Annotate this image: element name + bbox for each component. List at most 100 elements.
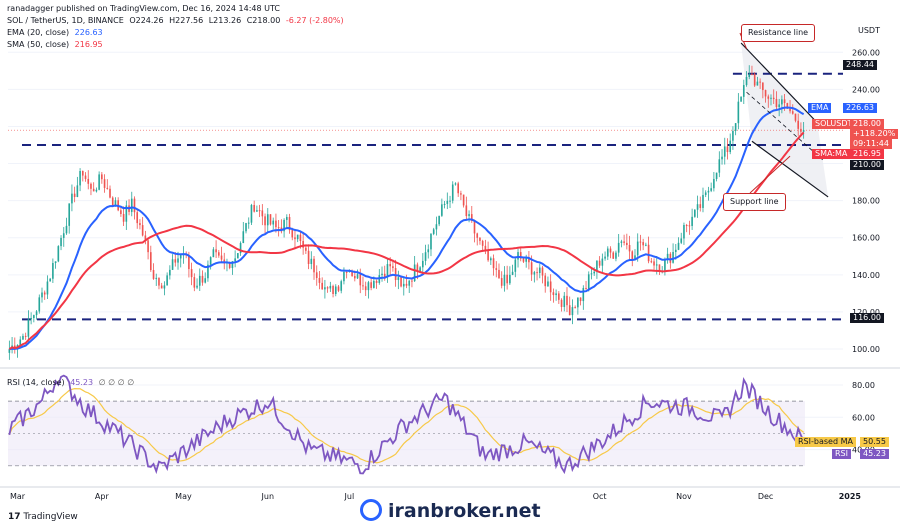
candle-body bbox=[794, 113, 797, 121]
candle-body bbox=[538, 267, 541, 273]
candle-body bbox=[710, 188, 712, 191]
candle-body bbox=[245, 223, 247, 232]
candle-body bbox=[451, 184, 454, 201]
candle-body bbox=[27, 319, 30, 337]
candle-body bbox=[381, 273, 383, 276]
price-tag-timer: 09:11:44 bbox=[850, 139, 892, 149]
candle-body bbox=[394, 268, 397, 281]
price-tick-label: 120.00 bbox=[852, 308, 880, 317]
time-tick-label: Oct bbox=[593, 492, 607, 501]
sma-50-line bbox=[8, 131, 805, 350]
rsi-legend[interactable]: RSI (14, close) 45.23 ∅ ∅ ∅ ∅ bbox=[7, 378, 134, 388]
candle-body bbox=[217, 252, 220, 256]
rsi-legend-label: RSI (14, close) bbox=[7, 378, 65, 387]
candle-body bbox=[389, 264, 391, 267]
candle-body bbox=[231, 261, 234, 268]
candle-body bbox=[57, 246, 60, 262]
candle-body bbox=[718, 159, 721, 173]
sma-legend[interactable]: SMA (50, close) 216.95 bbox=[7, 40, 103, 50]
candle-body bbox=[762, 82, 764, 91]
candle-body bbox=[294, 237, 296, 240]
candle-body bbox=[160, 285, 163, 289]
candle-body bbox=[713, 178, 715, 189]
candle-body bbox=[354, 276, 356, 279]
candle-body bbox=[166, 275, 168, 286]
candle-body bbox=[742, 85, 745, 97]
candle-body bbox=[359, 274, 362, 286]
candle-body bbox=[685, 225, 688, 227]
ema-legend-value: 226.63 bbox=[74, 28, 103, 37]
candle-body bbox=[691, 216, 693, 226]
candle-body bbox=[500, 278, 503, 286]
ema-legend[interactable]: EMA (20, close) 226.63 bbox=[7, 28, 103, 38]
candle-body bbox=[753, 74, 756, 86]
ema-legend-label: EMA (20, close) bbox=[7, 28, 70, 37]
candle-body bbox=[422, 260, 424, 268]
candle-body bbox=[568, 305, 571, 316]
candle-body bbox=[536, 272, 538, 274]
time-axis: Mar Apr May Jun Jul Oct Nov Dec 2025 bbox=[10, 492, 861, 501]
candle-body bbox=[715, 172, 718, 179]
symbol-legend: SOL / TetherUS, 1D, BINANCE O224.26 H227… bbox=[7, 16, 344, 26]
time-tick-label: Mar bbox=[10, 492, 26, 501]
candle-body bbox=[130, 198, 133, 212]
candle-body bbox=[694, 209, 696, 217]
candle-body bbox=[275, 220, 277, 228]
candle-body bbox=[109, 188, 111, 198]
candle-body bbox=[370, 282, 372, 288]
currency-label[interactable]: USDT bbox=[858, 26, 880, 35]
candle-body bbox=[778, 104, 780, 107]
candle-body bbox=[383, 273, 386, 278]
candle-body bbox=[596, 260, 598, 272]
candle-body bbox=[33, 315, 35, 319]
ohlc-close: C218.00 bbox=[246, 16, 281, 25]
candle-body bbox=[454, 183, 457, 185]
candle-body bbox=[664, 258, 666, 272]
candle-body bbox=[22, 335, 24, 340]
candle-body bbox=[288, 217, 291, 231]
watermark: iranbroker.net bbox=[360, 499, 541, 522]
price-tick-label: 160.00 bbox=[852, 234, 880, 243]
candle-body bbox=[30, 318, 32, 320]
candle-body bbox=[120, 210, 122, 214]
time-tick-label: May bbox=[175, 492, 192, 501]
candle-body bbox=[337, 286, 340, 291]
candle-body bbox=[503, 274, 506, 286]
candle-body bbox=[587, 274, 590, 289]
candle-body bbox=[413, 264, 416, 282]
time-tick-label: Jun bbox=[261, 492, 275, 501]
candle-body bbox=[272, 220, 275, 225]
candle-body bbox=[528, 257, 530, 263]
attribution: ranadagger published on TradingView.com,… bbox=[7, 4, 280, 13]
candle-body bbox=[772, 97, 775, 100]
candle-body bbox=[800, 128, 802, 132]
candle-body bbox=[511, 271, 514, 275]
candle-body bbox=[797, 120, 800, 129]
candle-body bbox=[585, 287, 587, 289]
candle-body bbox=[147, 240, 149, 253]
candle-body bbox=[54, 261, 57, 264]
tradingview-logo[interactable]: 17 TradingView bbox=[8, 512, 78, 522]
candle-body bbox=[35, 311, 38, 316]
candle-body bbox=[789, 108, 791, 112]
rsi-tick-label: 60.00 bbox=[852, 413, 875, 422]
candle-body bbox=[313, 258, 315, 273]
rsi-tag-label: RSI bbox=[832, 449, 851, 459]
candle-body bbox=[609, 248, 612, 253]
candle-body bbox=[43, 292, 46, 295]
candle-body bbox=[577, 297, 579, 308]
candle-body bbox=[770, 97, 772, 99]
horizontal-levels bbox=[8, 72, 843, 321]
candle-body bbox=[547, 281, 549, 287]
rsi-line bbox=[8, 374, 805, 475]
candle-body bbox=[111, 197, 114, 206]
candle-body bbox=[324, 287, 326, 290]
candle-body bbox=[253, 204, 255, 212]
candle-body bbox=[517, 252, 519, 260]
candle-body bbox=[373, 280, 375, 288]
candle-body bbox=[92, 188, 95, 192]
time-tick-label: 2025 bbox=[839, 492, 862, 501]
candle-body bbox=[239, 243, 242, 254]
candle-body bbox=[653, 261, 655, 266]
candle-body bbox=[704, 192, 707, 195]
